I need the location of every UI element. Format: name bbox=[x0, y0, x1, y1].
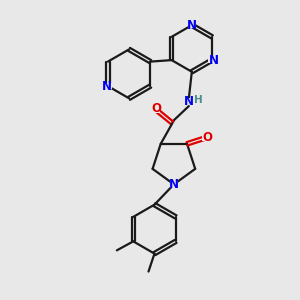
Bar bbox=[184, 98, 194, 105]
Text: H: H bbox=[194, 95, 203, 105]
Bar bbox=[202, 135, 209, 141]
Text: O: O bbox=[151, 102, 161, 115]
Bar bbox=[208, 57, 216, 63]
Text: N: N bbox=[169, 178, 179, 191]
Bar bbox=[170, 181, 178, 188]
Bar bbox=[188, 22, 196, 28]
Text: N: N bbox=[101, 80, 111, 93]
Text: N: N bbox=[208, 54, 218, 67]
Text: N: N bbox=[184, 95, 194, 108]
Bar bbox=[104, 83, 112, 89]
Text: O: O bbox=[202, 131, 212, 144]
Text: N: N bbox=[187, 19, 197, 32]
Bar bbox=[152, 106, 160, 113]
